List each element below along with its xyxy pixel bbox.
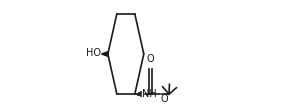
Text: O: O bbox=[160, 94, 168, 104]
Text: HO: HO bbox=[86, 48, 101, 58]
Polygon shape bbox=[102, 52, 108, 56]
Text: NH: NH bbox=[142, 89, 156, 99]
Text: O: O bbox=[147, 54, 154, 64]
